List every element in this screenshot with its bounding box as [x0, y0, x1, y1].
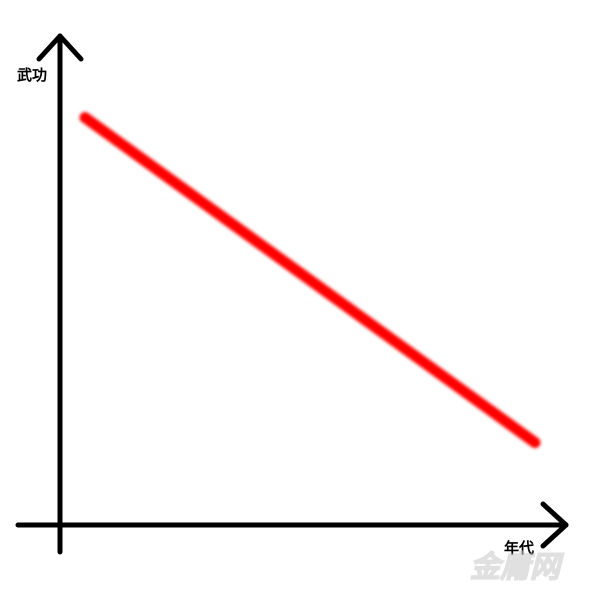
series-layer	[79, 112, 541, 449]
x-axis-label: 年代	[504, 539, 535, 557]
y-axis-label: 武功	[17, 66, 48, 84]
y-axis-arrowhead	[36, 33, 84, 62]
series-line-0	[79, 112, 541, 449]
watermark-logo: 金庸网	[469, 549, 564, 583]
y-axis	[36, 33, 84, 555]
x-axis-arrowhead	[540, 501, 569, 549]
svg-text:金庸网: 金庸网	[470, 550, 564, 583]
x-axis	[15, 501, 569, 549]
